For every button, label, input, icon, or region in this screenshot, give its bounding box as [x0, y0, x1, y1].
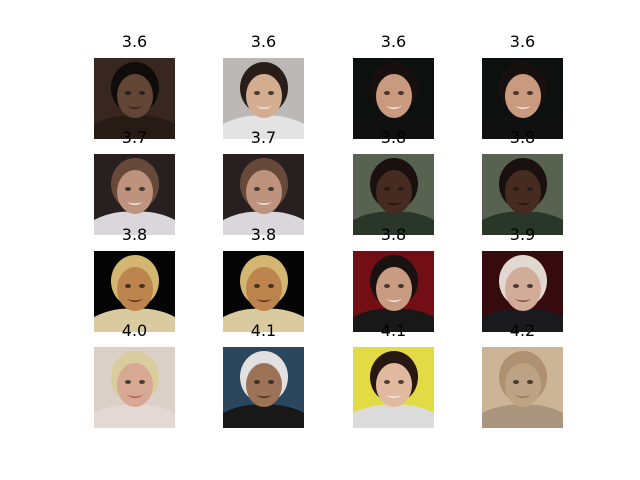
face-thumbnail-graphic: [482, 58, 563, 139]
image-tile: 3.8: [353, 225, 434, 332]
image-tile: 3.8: [223, 225, 304, 332]
tile-score-label: 3.7: [121, 128, 148, 147]
face-thumbnail-graphic: [482, 251, 563, 332]
face-thumbnail: [353, 58, 434, 139]
face-thumbnail: [223, 347, 304, 428]
face-thumbnail-graphic: [223, 58, 304, 139]
face-thumbnail-graphic: [94, 347, 175, 428]
face-thumbnail-graphic: [353, 58, 434, 139]
face-thumbnail: [94, 154, 175, 235]
tile-score-label: 4.1: [380, 321, 407, 340]
tile-score-label: 3.6: [380, 32, 407, 51]
face-thumbnail-graphic: [94, 251, 175, 332]
image-tile: 3.6: [482, 32, 563, 139]
image-tile: 4.1: [223, 321, 304, 428]
tile-score-label: 3.8: [509, 128, 536, 147]
face-thumbnail: [482, 58, 563, 139]
face-thumbnail: [482, 251, 563, 332]
tile-score-label: 3.6: [121, 32, 148, 51]
face-thumbnail-graphic: [223, 251, 304, 332]
face-thumbnail: [223, 58, 304, 139]
face-thumbnail: [94, 58, 175, 139]
face-thumbnail: [353, 347, 434, 428]
tile-score-label: 3.6: [250, 32, 277, 51]
face-thumbnail: [223, 251, 304, 332]
face-thumbnail-graphic: [353, 347, 434, 428]
face-thumbnail-graphic: [223, 154, 304, 235]
face-thumbnail: [353, 154, 434, 235]
image-tile: 4.0: [94, 321, 175, 428]
face-thumbnail-graphic: [94, 58, 175, 139]
tile-score-label: 3.8: [380, 225, 407, 244]
face-thumbnail: [94, 251, 175, 332]
face-thumbnail: [223, 154, 304, 235]
image-tile: 4.2: [482, 321, 563, 428]
image-tile: 3.8: [353, 128, 434, 235]
face-thumbnail: [353, 251, 434, 332]
face-thumbnail: [482, 154, 563, 235]
face-thumbnail-graphic: [482, 154, 563, 235]
face-thumbnail-graphic: [482, 347, 563, 428]
image-tile: 3.7: [223, 128, 304, 235]
image-tile: 3.6: [94, 32, 175, 139]
tile-score-label: 3.8: [380, 128, 407, 147]
tile-score-label: 3.9: [509, 225, 536, 244]
tile-score-label: 4.2: [509, 321, 536, 340]
tile-score-label: 3.8: [250, 225, 277, 244]
face-thumbnail-graphic: [353, 154, 434, 235]
face-thumbnail-graphic: [353, 251, 434, 332]
image-tile: 3.9: [482, 225, 563, 332]
face-thumbnail: [482, 347, 563, 428]
image-tile: 3.6: [223, 32, 304, 139]
tile-score-label: 4.0: [121, 321, 148, 340]
tile-score-label: 3.8: [121, 225, 148, 244]
face-thumbnail-graphic: [94, 154, 175, 235]
image-tile: 4.1: [353, 321, 434, 428]
image-tile: 3.7: [94, 128, 175, 235]
tile-score-label: 4.1: [250, 321, 277, 340]
face-thumbnail-graphic: [223, 347, 304, 428]
tile-score-label: 3.6: [509, 32, 536, 51]
image-tile: 3.8: [482, 128, 563, 235]
image-tile: 3.8: [94, 225, 175, 332]
tile-score-label: 3.7: [250, 128, 277, 147]
face-thumbnail: [94, 347, 175, 428]
image-tile: 3.6: [353, 32, 434, 139]
